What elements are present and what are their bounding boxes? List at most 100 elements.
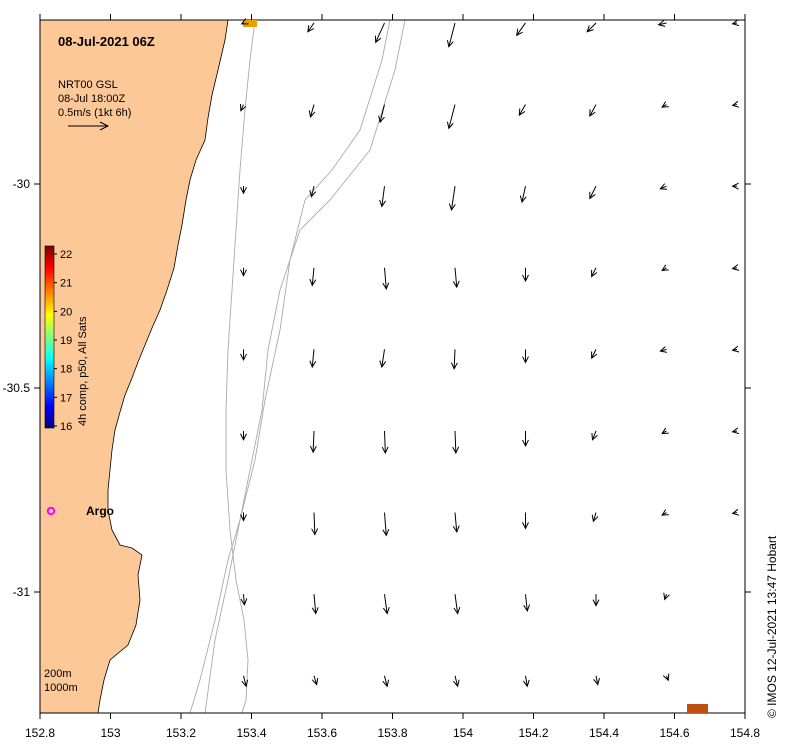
colorbar-tick-label: 19 [60, 335, 72, 347]
current-arrow [586, 22, 597, 33]
current-arrow [240, 186, 247, 195]
current-arrow [519, 186, 527, 204]
x-tick-label: 154.8 [730, 726, 760, 740]
current-vectors [239, 18, 740, 688]
current-arrow [661, 427, 669, 435]
depth-contour-200m [225, 19, 256, 714]
current-arrow [452, 675, 460, 688]
argo-label: Argo [86, 504, 114, 518]
current-arrow [450, 349, 458, 370]
depth-contour-1000m [189, 19, 406, 714]
argo-float-marker[interactable] [46, 506, 56, 516]
current-arrow [446, 104, 456, 130]
current-arrow [448, 186, 456, 212]
current-arrow [518, 104, 526, 117]
colorbar-ticks: 16 17 18 19 20 21 22 [54, 249, 72, 433]
current-arrow [378, 104, 385, 124]
current-arrow [591, 267, 598, 278]
current-arrow [661, 101, 669, 108]
current-arrow [731, 264, 740, 271]
current-arrow [516, 22, 526, 37]
current-arrow [446, 22, 456, 48]
current-arrow [661, 509, 669, 516]
current-arrow [382, 267, 390, 290]
current-arrow [382, 675, 390, 688]
current-arrow [523, 594, 531, 612]
current-arrow [522, 675, 530, 688]
x-tick-label: 153.6 [307, 726, 337, 740]
current-arrow [239, 103, 247, 112]
colorbar-tick-label: 20 [60, 306, 72, 318]
top-edge-marker [243, 20, 257, 27]
current-arrow [731, 19, 740, 27]
current-arrow [591, 512, 599, 523]
current-arrow [731, 508, 740, 516]
y-tick-label: -30 [13, 177, 31, 191]
colorbar-tick-label: 22 [60, 249, 72, 261]
current-arrow [382, 594, 390, 615]
current-arrow [452, 512, 460, 534]
current-arrow [240, 18, 249, 25]
current-arrow [522, 512, 529, 530]
current-arrow [374, 22, 385, 44]
current-arrow [731, 427, 740, 435]
current-arrow [659, 183, 668, 190]
credit-text: © IMOS 12-Jul-2021 13:47 Hobart [765, 535, 779, 718]
current-arrow [591, 349, 598, 360]
current-arrow [308, 104, 316, 118]
current-arrow [453, 594, 461, 615]
current-arrow [591, 430, 598, 441]
current-arrow [659, 346, 668, 353]
x-tick-label: 154.6 [659, 726, 689, 740]
depth-legend-200m: 200m [44, 668, 72, 680]
x-tick-label: 154 [453, 726, 473, 740]
x-tick-label: 153.2 [166, 726, 196, 740]
y-tick-label: -31 [13, 585, 31, 599]
current-arrow [663, 592, 670, 601]
land-mass [39, 19, 229, 714]
x-tick-label: 154.4 [589, 726, 619, 740]
current-arrow [309, 186, 317, 198]
x-axis: 152.8 153 153.2 153.4 153.6 153.8 154 154.2 154.… [25, 14, 760, 740]
y-tick-label: -30.5 [3, 381, 31, 395]
current-arrow [379, 186, 387, 208]
vector-legend-product: NRT00 GSL [58, 79, 118, 91]
colorbar-tick-label: 17 [60, 392, 72, 404]
current-arrow [309, 349, 317, 369]
current-arrow [522, 267, 529, 283]
current-arrow [311, 594, 319, 615]
current-arrow [382, 512, 390, 537]
current-arrow [311, 675, 319, 686]
colorbar-label: 4h comp, p50, All Sats [77, 316, 89, 426]
depth-contour-1000m-inner [204, 19, 391, 714]
current-arrow [522, 430, 529, 448]
current-arrow [522, 349, 529, 364]
sst-chip [687, 704, 708, 713]
colorbar-tick-label: 16 [60, 421, 72, 433]
current-arrow [240, 594, 248, 606]
current-arrow [381, 430, 389, 455]
current-arrow [309, 267, 317, 287]
current-arrow [307, 22, 315, 33]
current-arrow [452, 430, 460, 455]
current-arrow [592, 594, 600, 607]
current-arrow [731, 345, 740, 353]
colorbar-tick-label: 18 [60, 364, 72, 376]
vector-legend-arrow [68, 121, 110, 131]
vector-legend-time: 08-Jul 18:00Z [58, 93, 126, 105]
x-tick-label: 153.4 [236, 726, 266, 740]
colorbar [44, 245, 55, 429]
vector-legend-scale: 0.5m/s (1kt 6h) [58, 107, 131, 119]
current-arrow [731, 100, 740, 108]
current-arrow [589, 185, 597, 200]
x-tick-label: 154.2 [518, 726, 548, 740]
depth-legend-1000m: 1000m [44, 682, 78, 694]
y-axis: -30 -30.5 -31 [3, 177, 751, 599]
current-arrow [240, 512, 247, 522]
current-arrow [240, 349, 247, 362]
colorbar-tick-label: 21 [60, 278, 72, 290]
x-tick-label: 152.8 [25, 726, 55, 740]
map-title: 08-Jul-2021 06Z [58, 34, 155, 49]
x-tick-label: 153.8 [377, 726, 407, 740]
